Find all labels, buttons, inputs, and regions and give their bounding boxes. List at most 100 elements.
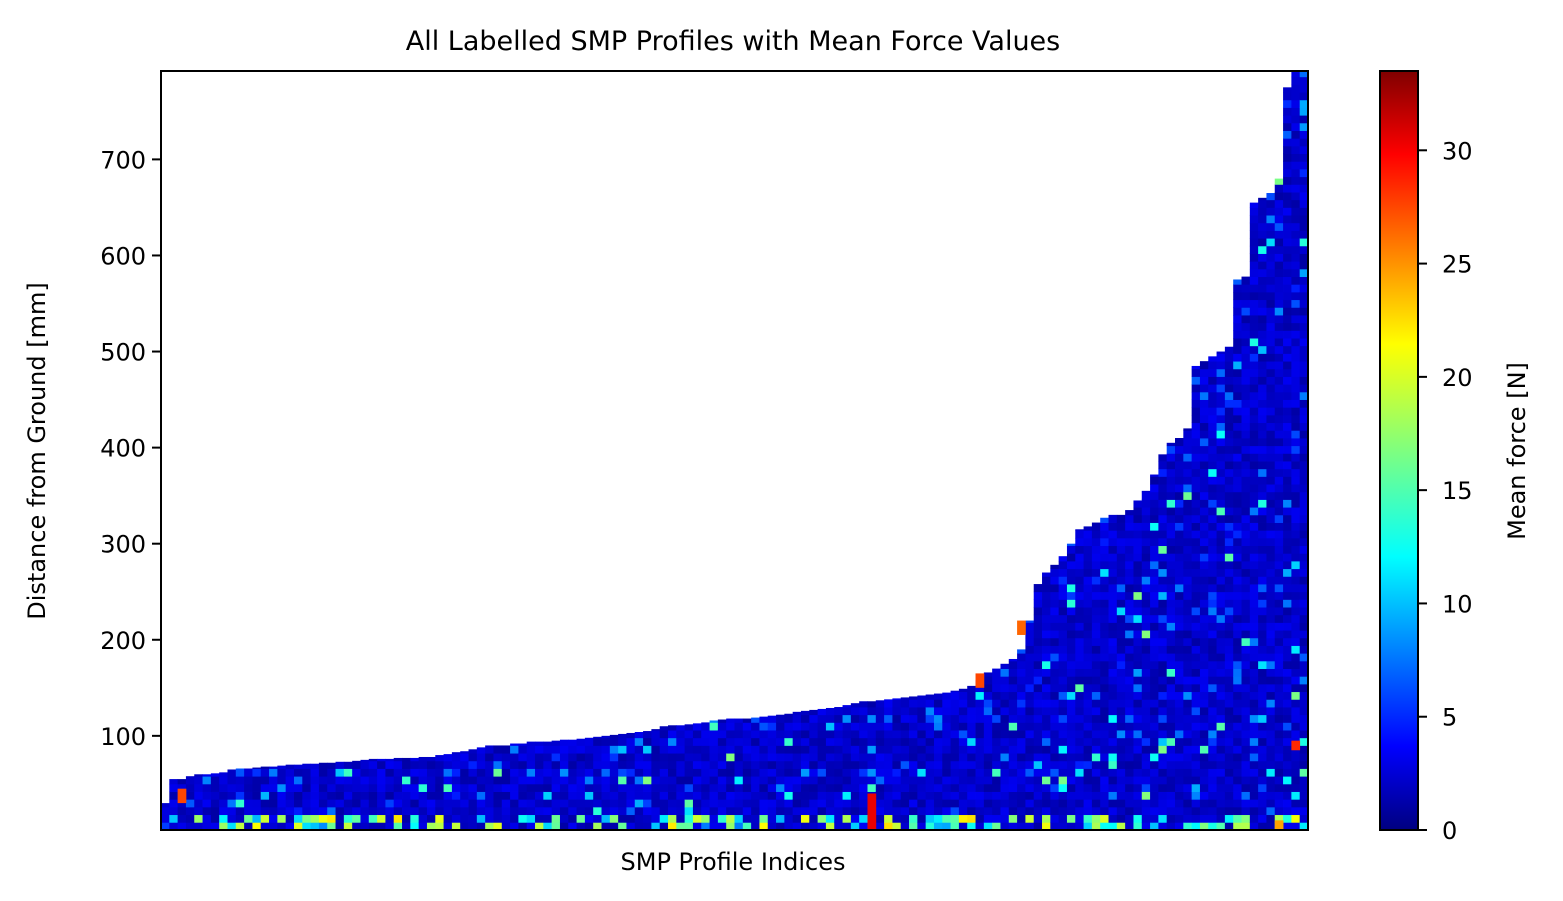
heatmap-cell <box>1283 568 1292 577</box>
heatmap-cell <box>1233 507 1242 516</box>
heatmap-cell <box>1191 422 1201 431</box>
heatmap-cell <box>784 714 794 723</box>
heatmap-cell <box>1241 476 1251 485</box>
heatmap-cell <box>1258 453 1267 462</box>
heatmap-cell <box>1133 514 1143 523</box>
heatmap-cell <box>759 776 769 785</box>
heatmap-cell <box>742 760 752 769</box>
heatmap-cell <box>900 730 910 739</box>
heatmap-cell <box>1158 576 1168 585</box>
heatmap-cell <box>834 791 843 800</box>
heatmap-cell <box>1125 760 1134 769</box>
heatmap-cell <box>1274 660 1284 669</box>
heatmap-cell <box>1249 261 1259 270</box>
heatmap-cell <box>875 783 885 792</box>
heatmap-cell <box>651 799 661 808</box>
heatmap-cell <box>1158 730 1168 739</box>
heatmap-cell <box>252 767 262 769</box>
heatmap-cell <box>1191 799 1201 808</box>
heatmap-cell <box>884 722 893 731</box>
heatmap-cell <box>1008 768 1018 777</box>
heatmap-cell <box>1216 384 1226 393</box>
heatmap-cell <box>668 806 677 816</box>
heatmap-cell <box>1175 630 1184 639</box>
heatmap-cell <box>1058 730 1068 739</box>
heatmap-cell <box>493 806 503 816</box>
heatmap-cell <box>1100 814 1109 823</box>
heatmap-cell <box>1291 161 1301 170</box>
heatmap-cell <box>1266 530 1276 539</box>
heatmap-cell <box>983 783 993 792</box>
heatmap-cell <box>1042 699 1051 708</box>
heatmap-cell <box>576 791 586 800</box>
heatmap-cell <box>1291 268 1301 278</box>
heatmap-cell <box>1075 645 1084 654</box>
heatmap-cell <box>1183 568 1193 577</box>
heatmap-cell <box>792 791 802 800</box>
heatmap-cell <box>1199 522 1209 531</box>
heatmap-cell <box>1075 730 1084 739</box>
heatmap-cell <box>1266 660 1276 669</box>
heatmap-cell <box>1249 814 1259 823</box>
heatmap-cell <box>343 776 353 785</box>
heatmap-cell <box>277 806 287 816</box>
heatmap-cell <box>659 776 669 785</box>
heatmap-cell <box>1091 614 1101 623</box>
heatmap-cell <box>609 814 619 823</box>
heatmap-cell <box>992 745 1001 754</box>
heatmap-cell <box>235 806 245 816</box>
heatmap-cell <box>850 806 860 816</box>
heatmap-cell <box>1249 676 1259 685</box>
heatmap-cell <box>476 799 486 808</box>
heatmap-cell <box>377 822 386 831</box>
heatmap-cell <box>834 814 843 823</box>
heatmap-cell <box>1017 676 1026 685</box>
heatmap-cell <box>975 806 985 816</box>
heatmap-cell <box>1274 461 1284 470</box>
heatmap-cell <box>468 760 478 769</box>
heatmap-cell <box>1233 399 1242 408</box>
heatmap-cell <box>1266 630 1276 639</box>
heatmap-cell <box>875 760 885 769</box>
heatmap-cell <box>584 822 594 831</box>
heatmap-cell <box>983 814 993 823</box>
heatmap-cell <box>975 737 985 746</box>
heatmap-cell <box>285 806 295 816</box>
heatmap-cell <box>634 737 644 746</box>
heatmap-cell <box>1141 491 1151 500</box>
heatmap-cell <box>668 730 677 739</box>
heatmap-cell <box>219 814 228 823</box>
heatmap-cell <box>1266 361 1276 370</box>
heatmap-cell <box>1291 138 1301 147</box>
heatmap-cell <box>1199 814 1209 823</box>
heatmap-cell <box>1075 591 1084 600</box>
heatmap-cell <box>1249 745 1259 754</box>
heatmap-cell <box>1066 543 1076 547</box>
heatmap-cell <box>917 806 927 816</box>
heatmap-cell <box>1058 637 1068 646</box>
heatmap-cell <box>1283 361 1292 370</box>
heatmap-cell <box>1100 760 1109 769</box>
heatmap-cell <box>1191 584 1201 593</box>
heatmap-cell <box>1199 545 1209 554</box>
heatmap-cell <box>1299 776 1309 785</box>
heatmap-cell <box>476 783 486 792</box>
heatmap-cell <box>252 768 262 777</box>
heatmap-cell <box>825 783 835 792</box>
heatmap-cell <box>1091 760 1101 769</box>
heatmap-cell <box>1191 391 1201 400</box>
heatmap-cell <box>1075 530 1084 539</box>
heatmap-cell <box>1224 653 1234 662</box>
heatmap-cell <box>933 730 943 739</box>
heatmap-cell <box>1125 514 1134 523</box>
heatmap-cell <box>1091 584 1101 593</box>
heatmap-cell <box>1116 730 1126 739</box>
heatmap-cell <box>933 783 943 792</box>
heatmap-cell <box>776 806 785 816</box>
heatmap-cell <box>402 791 411 800</box>
heatmap-cell <box>227 814 237 823</box>
heatmap-cell <box>1191 568 1201 577</box>
heatmap-cell <box>1216 730 1226 739</box>
heatmap-cell <box>169 822 179 831</box>
heatmap-cell <box>1233 491 1242 500</box>
